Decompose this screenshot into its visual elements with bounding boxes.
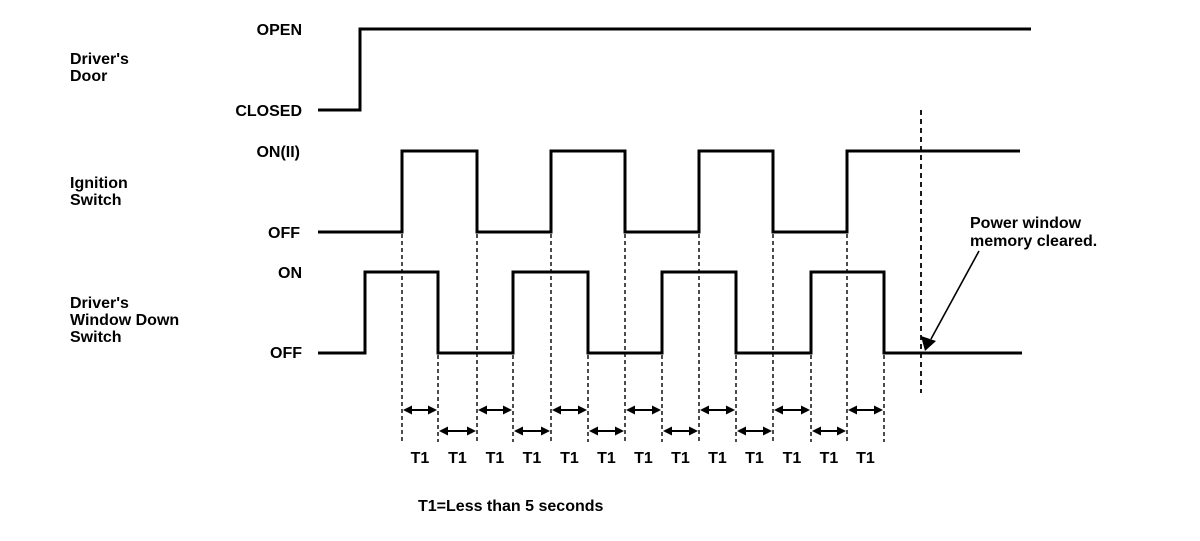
arrowhead-left-icon: [663, 426, 672, 436]
t1-label: T1: [671, 450, 690, 467]
t1-interval-arrow: [626, 405, 661, 415]
signal-name-labels: Driver's Door Ignition Switch Driver's W…: [70, 51, 179, 346]
t1-interval-arrows: T1 T1 T1 T1 T1 T1 T1 T1 T1 T1 T1 T1 T1: [403, 405, 883, 467]
t1-interval-arrow: [848, 405, 883, 415]
drivers-door-waveform: [318, 27, 1031, 112]
drivers-window-down-switch-waveform: [318, 270, 1022, 355]
annotation-arrowhead-icon: [921, 336, 936, 351]
arrowhead-right-icon: [726, 405, 735, 415]
t1-label: T1: [745, 450, 764, 467]
arrowhead-right-icon: [503, 405, 512, 415]
memory-annotation-line2: memory cleared.: [970, 233, 1097, 250]
t1-interval-arrow: [663, 426, 698, 436]
edge-marker-dashed-lines: [401, 110, 922, 442]
arrowhead-left-icon: [848, 405, 857, 415]
arrowhead-right-icon: [837, 426, 846, 436]
arrowhead-right-icon: [801, 405, 810, 415]
t1-label: T1: [486, 450, 505, 467]
arrowhead-left-icon: [700, 405, 709, 415]
ignition-switch-label-line1: Ignition: [70, 175, 128, 192]
arrowhead-right-icon: [578, 405, 587, 415]
signal-waveforms: [318, 27, 1031, 355]
memory-annotation-line1: Power window: [970, 215, 1082, 232]
window-down-switch-label-line3: Switch: [70, 329, 122, 346]
t1-label: T1: [708, 450, 727, 467]
window-down-switch-label-line1: Driver's: [70, 295, 129, 312]
door-open-level-label: OPEN: [257, 22, 302, 39]
ignition-switch-waveform: [318, 149, 1020, 234]
t1-label: T1: [820, 450, 839, 467]
t1-label: T1: [560, 450, 579, 467]
t1-interval-arrow: [589, 426, 624, 436]
arrowhead-left-icon: [478, 405, 487, 415]
window-down-switch-label-line2: Window Down: [70, 312, 179, 329]
drivers-door-label-line1: Driver's: [70, 51, 129, 68]
arrowhead-left-icon: [514, 426, 523, 436]
arrowhead-left-icon: [552, 405, 561, 415]
ignition-on-level-label: ON(II): [256, 144, 300, 161]
level-labels: OPEN CLOSED ON(II) OFF ON OFF: [235, 22, 302, 362]
window-on-level-label: ON: [278, 265, 302, 282]
door-closed-level-label: CLOSED: [235, 103, 302, 120]
memory-cleared-annotation: Power window memory cleared.: [921, 215, 1097, 351]
arrowhead-right-icon: [428, 405, 437, 415]
t1-label: T1: [856, 450, 875, 467]
arrowhead-right-icon: [874, 405, 883, 415]
arrowhead-right-icon: [689, 426, 698, 436]
t1-label: T1: [523, 450, 542, 467]
ignition-off-level-label: OFF: [268, 225, 300, 242]
t1-interval-arrow: [774, 405, 810, 415]
t1-label: T1: [634, 450, 653, 467]
arrowhead-left-icon: [737, 426, 746, 436]
t1-interval-arrow: [737, 426, 772, 436]
arrowhead-right-icon: [763, 426, 772, 436]
t1-label: T1: [597, 450, 616, 467]
arrowhead-left-icon: [439, 426, 448, 436]
t1-interval-arrow: [812, 426, 846, 436]
drivers-door-label-line2: Door: [70, 68, 107, 85]
t1-interval-arrow: [478, 405, 512, 415]
t1-definition-note: T1=Less than 5 seconds: [418, 498, 604, 515]
arrowhead-left-icon: [774, 405, 783, 415]
arrowhead-right-icon: [467, 426, 476, 436]
t1-interval-arrow: [700, 405, 735, 415]
t1-interval-arrow: [552, 405, 587, 415]
arrowhead-right-icon: [541, 426, 550, 436]
t1-label: T1: [783, 450, 802, 467]
arrowhead-left-icon: [626, 405, 635, 415]
t1-label: T1: [448, 450, 467, 467]
arrowhead-right-icon: [652, 405, 661, 415]
annotation-arrow-line: [930, 250, 980, 340]
ignition-switch-label-line2: Switch: [70, 192, 122, 209]
t1-label: T1: [411, 450, 430, 467]
arrowhead-left-icon: [403, 405, 412, 415]
t1-interval-arrow: [439, 426, 476, 436]
arrowhead-left-icon: [589, 426, 598, 436]
t1-interval-arrow: [403, 405, 437, 415]
window-off-level-label: OFF: [270, 345, 302, 362]
arrowhead-left-icon: [812, 426, 821, 436]
arrowhead-right-icon: [615, 426, 624, 436]
t1-interval-arrow: [514, 426, 550, 436]
